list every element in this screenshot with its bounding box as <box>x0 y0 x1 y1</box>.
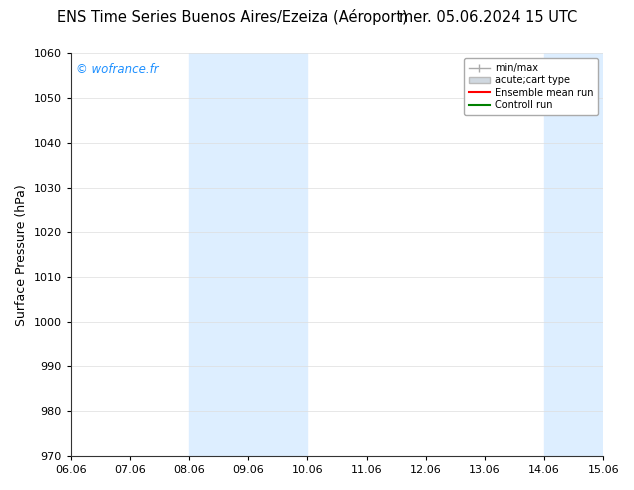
Text: mer. 05.06.2024 15 UTC: mer. 05.06.2024 15 UTC <box>399 10 577 24</box>
Bar <box>544 53 603 456</box>
Y-axis label: Surface Pressure (hPa): Surface Pressure (hPa) <box>15 184 28 325</box>
Text: © wofrance.fr: © wofrance.fr <box>76 63 158 76</box>
Legend: min/max, acute;cart type, Ensemble mean run, Controll run: min/max, acute;cart type, Ensemble mean … <box>464 58 598 115</box>
Text: ENS Time Series Buenos Aires/Ezeiza (Aéroport): ENS Time Series Buenos Aires/Ezeiza (Aér… <box>57 9 408 25</box>
Bar <box>189 53 307 456</box>
